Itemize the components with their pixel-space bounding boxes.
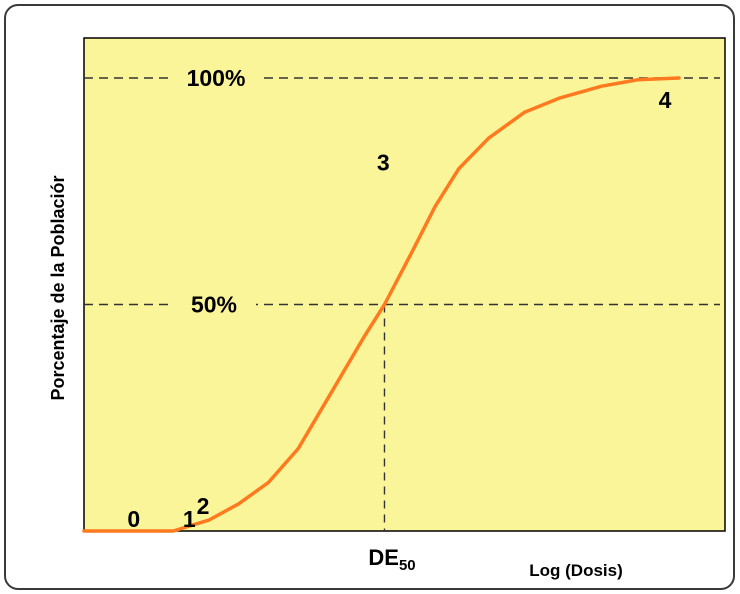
point-label-4: 4	[659, 87, 672, 113]
point-label-0: 0	[127, 506, 140, 532]
reference-label-background-100	[174, 64, 258, 92]
plot-area	[83, 37, 726, 532]
reference-lines: 100% 50%	[84, 64, 720, 319]
point-label-3: 3	[377, 149, 390, 175]
y-axis-label: Porcentaje de la Poblaciór	[48, 175, 68, 400]
point-label-1: 1	[183, 506, 196, 532]
point-labels: 0 1 2 3 4	[127, 87, 671, 532]
reference-label-100: 100%	[187, 65, 246, 91]
reference-label-50: 50%	[191, 292, 237, 318]
x-axis-label: Log (Dosis)	[529, 561, 623, 580]
series-curve	[82, 76, 681, 533]
reference-label-background-50	[172, 290, 256, 319]
de50-label: DE50	[368, 545, 415, 574]
de50-label-sub: 50	[399, 557, 416, 574]
point-label-2: 2	[197, 493, 210, 519]
de50-label-base: DE	[368, 545, 399, 570]
